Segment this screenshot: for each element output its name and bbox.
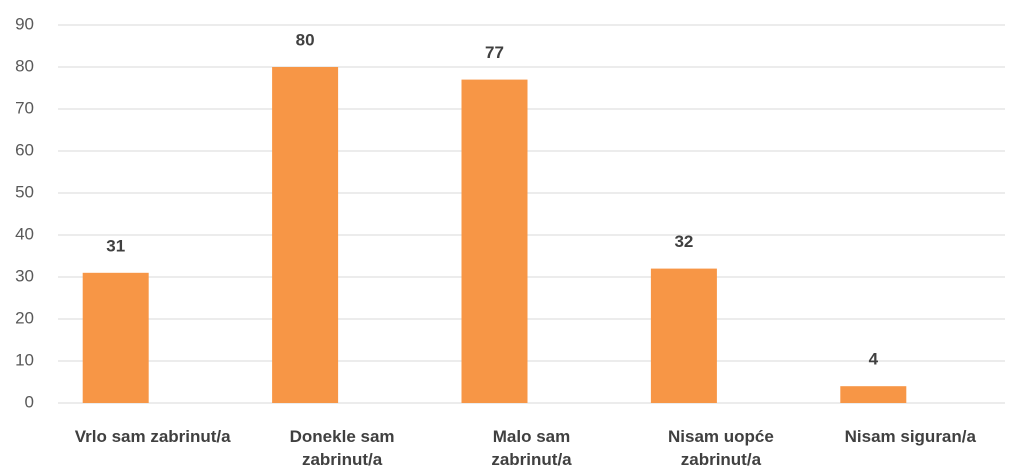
data-label: 31 <box>106 236 125 255</box>
bar <box>272 67 339 403</box>
x-tick-label: Malo sam zabrinut/a <box>491 427 572 469</box>
y-tick-label: 10 <box>15 350 34 369</box>
y-tick-label: 60 <box>15 140 34 159</box>
bar <box>461 79 528 403</box>
data-label: 77 <box>485 43 504 62</box>
x-tick-label: Vrlo sam zabrinut/a <box>74 427 231 446</box>
y-tick-label: 30 <box>15 266 34 285</box>
y-tick-label: 40 <box>15 224 34 243</box>
data-label: 80 <box>296 30 315 49</box>
y-tick-label: 70 <box>15 98 34 117</box>
bar <box>650 268 717 403</box>
y-tick-label: 0 <box>25 392 34 411</box>
data-label: 4 <box>869 350 879 369</box>
data-label: 32 <box>674 232 693 251</box>
x-tick-label: Nisam uopće zabrinut/a <box>667 427 774 469</box>
y-tick-label: 90 <box>15 14 34 33</box>
y-tick-label: 50 <box>15 182 34 201</box>
y-tick-label: 80 <box>15 56 34 75</box>
x-tick-label: Donekle sam zabrinut/a <box>289 427 395 469</box>
bar <box>840 386 907 403</box>
x-tick-label: Nisam siguran/a <box>844 427 976 446</box>
bar <box>82 272 149 403</box>
y-tick-label: 20 <box>15 308 34 327</box>
